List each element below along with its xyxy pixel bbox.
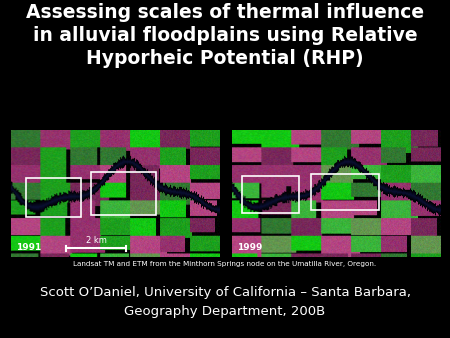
Text: 2 km: 2 km [86,236,106,245]
Bar [311,174,379,210]
Bar [242,176,298,213]
Text: Assessing scales of thermal influence
in alluvial floodplains using Relative
Hyp: Assessing scales of thermal influence in… [26,3,424,68]
Text: Landsat TM and ETM from the Minthorn Springs node on the Umatilla River, Oregon.: Landsat TM and ETM from the Minthorn Spr… [73,261,377,267]
Text: Scott O’Daniel, University of California – Santa Barbara,
Geography Department, : Scott O’Daniel, University of California… [40,286,410,318]
Bar [26,178,81,217]
Bar [91,172,156,215]
Text: 1999: 1999 [237,243,262,252]
Text: 1991: 1991 [16,243,41,252]
